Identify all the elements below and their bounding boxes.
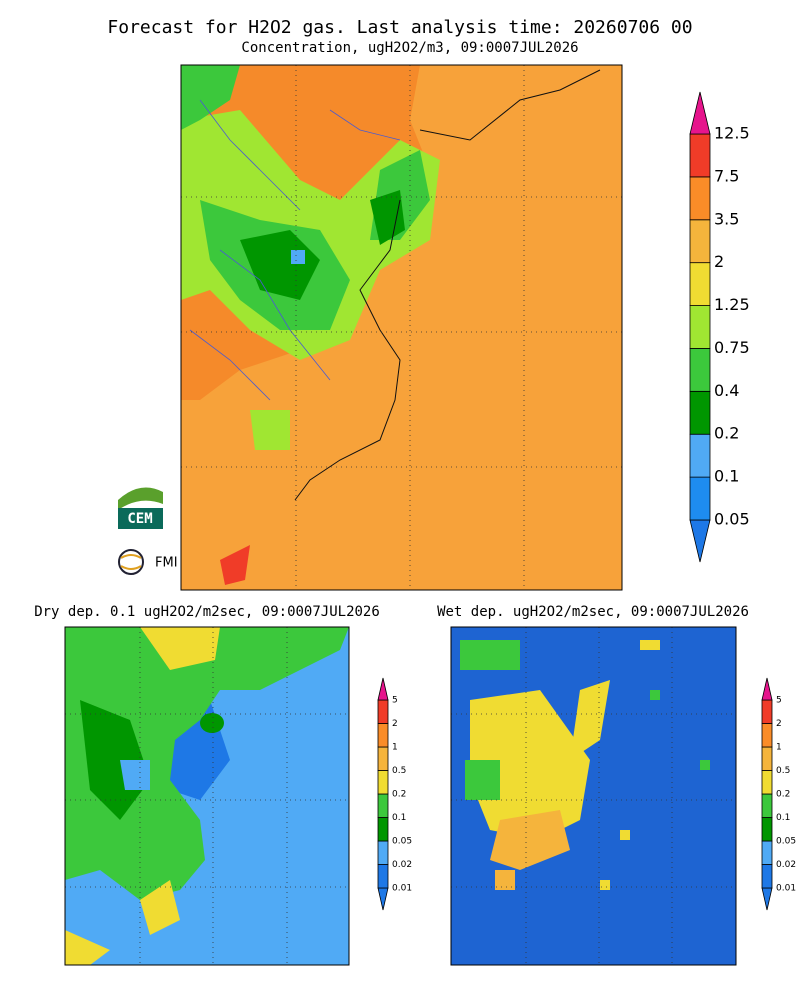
colorbar-segment xyxy=(689,476,711,521)
colorbar-segment xyxy=(377,793,389,818)
colorbar-segment xyxy=(689,348,711,392)
colorbar-segment xyxy=(761,746,773,771)
colorbar-triangle xyxy=(761,677,773,701)
colorbar-segment xyxy=(761,793,773,818)
colorbar-label: 0.02 xyxy=(776,860,796,870)
colorbar-segment xyxy=(761,840,773,865)
cem-logo: CEM xyxy=(118,484,163,529)
colorbar-label: 0.2 xyxy=(714,424,739,443)
colorbar-segment xyxy=(689,133,711,178)
colorbar-segment xyxy=(761,817,773,842)
page-title: Forecast for H2O2 gas. Last analysis tim… xyxy=(107,17,692,38)
colorbar-label: 5 xyxy=(776,696,782,706)
colorbar-segment xyxy=(761,699,773,724)
colorbar-label: 2 xyxy=(776,719,782,729)
colorbar-label: 0.01 xyxy=(392,884,412,894)
colorbar-label: 0.2 xyxy=(776,790,790,800)
colorbar-label: 0.1 xyxy=(392,813,406,823)
colorbar-triangle xyxy=(689,91,711,135)
colorbar-triangle xyxy=(761,887,773,911)
colorbar-triangle xyxy=(377,677,389,701)
colorbar-label: 0.1 xyxy=(776,813,790,823)
dry-panel-title: Dry dep. 0.1 ugH2O2/m2sec, 09:0007JUL202… xyxy=(34,604,380,620)
colorbar-label: 2 xyxy=(714,252,724,271)
colorbar-label: 12.5 xyxy=(714,124,750,143)
colorbar-label: 1 xyxy=(776,743,782,753)
colorbar-label: 0.5 xyxy=(776,766,790,776)
colorbar-segment xyxy=(689,305,711,349)
colorbar-segment xyxy=(689,433,711,478)
colorbar-triangle xyxy=(689,519,711,563)
colorbar-label: 0.01 xyxy=(776,884,796,894)
colorbar-label: 2 xyxy=(392,719,398,729)
colorbar-label: 0.1 xyxy=(714,467,739,486)
colorbar-label: 0.2 xyxy=(392,790,406,800)
fmi-logo-text: FMI xyxy=(155,556,178,571)
colorbar-segment xyxy=(761,864,773,889)
colorbar-label: 0.02 xyxy=(392,860,412,870)
colorbar-segment xyxy=(377,817,389,842)
colorbar-segment xyxy=(689,176,711,221)
colorbar-segment xyxy=(689,390,711,435)
colorbar-label: 0.05 xyxy=(776,837,796,847)
colorbar-segment xyxy=(377,699,389,724)
page-subtitle: Concentration, ugH2O2/m3, 09:0007JUL2026 xyxy=(241,40,578,56)
colorbar-segment xyxy=(689,219,711,264)
colorbar-label: 1 xyxy=(392,743,398,753)
colorbar-segment xyxy=(377,770,389,795)
colorbar-segment xyxy=(377,840,389,865)
colorbar-label: 0.75 xyxy=(714,338,750,357)
colorbar-label: 1.25 xyxy=(714,295,750,314)
fmi-logo: FMI xyxy=(118,549,178,575)
colorbar-label: 7.5 xyxy=(714,166,739,185)
colorbar-label: 0.05 xyxy=(714,510,750,529)
colorbar-label: 0.4 xyxy=(714,381,739,400)
colorbar-label: 0.5 xyxy=(392,766,406,776)
colorbar-segment xyxy=(377,723,389,748)
colorbar-segment xyxy=(689,262,711,306)
cem-logo-text: CEM xyxy=(127,511,152,527)
colorbar-segment xyxy=(377,746,389,771)
dry-map xyxy=(64,626,350,966)
colorbar-segment xyxy=(377,864,389,889)
colorbar-label: 5 xyxy=(392,696,398,706)
colorbar: 0.01 0.02 0.05 0.1 0.2 0.5 1 2 5 xyxy=(377,677,412,911)
colorbar-segment xyxy=(761,723,773,748)
colorbar-label: 0.05 xyxy=(392,837,412,847)
colorbar: 0.05 0.1 0.2 0.4 0.75 1.25 2 3.5 7.5 12.5 xyxy=(689,91,750,563)
colorbar-label: 3.5 xyxy=(714,209,739,228)
colorbar-triangle xyxy=(377,887,389,911)
main-map xyxy=(180,64,623,591)
colorbar-segment xyxy=(761,770,773,795)
wet-map xyxy=(450,626,737,966)
colorbar: 0.01 0.02 0.05 0.1 0.2 0.5 1 2 5 xyxy=(761,677,796,911)
wet-panel-title: Wet dep. ugH2O2/m2sec, 09:0007JUL2026 xyxy=(437,604,749,620)
